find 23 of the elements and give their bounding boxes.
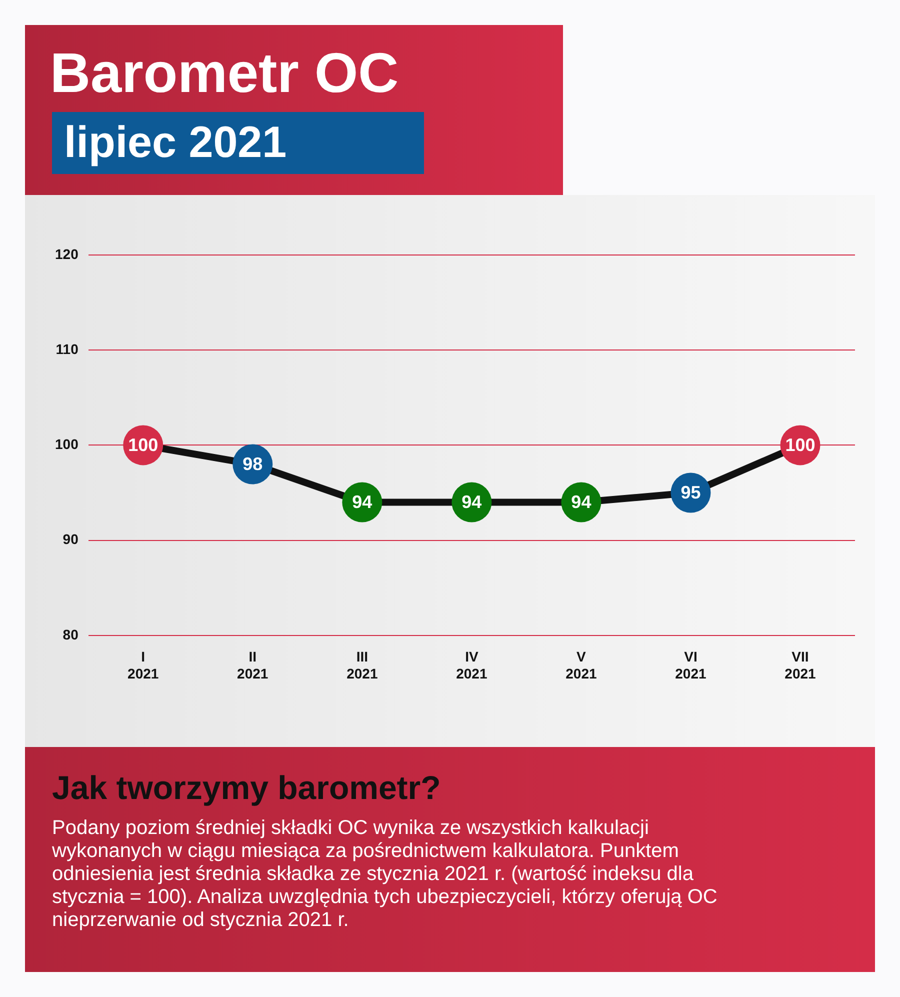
x-tick-label: I 2021	[128, 648, 159, 682]
y-tick-label: 80	[62, 626, 79, 642]
x-tick-label: II 2021	[237, 648, 268, 682]
data-label: 94	[352, 492, 372, 512]
data-label: 94	[462, 492, 482, 512]
chart-title: Barometr OC	[50, 40, 399, 105]
x-tick-label: VI 2021	[675, 648, 706, 682]
y-tick-label: 100	[55, 436, 79, 452]
data-label: 100	[785, 435, 816, 456]
y-tick-label: 110	[56, 340, 79, 357]
x-tick-label: III 2021	[346, 648, 378, 682]
text: Podany poziom średniej składki OC wynika ze wszystkich kalkulacji wykonanych w ciągu miesiąca za pośrednictwem kalkulatora. Punktem odniesienia jest średnia składka ze stycznia 2021 r. (wartość indeksu dla stycznia = 100). Analiza uwzględnia tych ubezpieczycieli, którzy oferują OC nieprzerwanie od stycznia 2021 r.	[52, 817, 718, 932]
data-label: 95	[680, 482, 701, 503]
x-tick-label: IV 2021	[456, 648, 488, 682]
y-tick-label: 90	[62, 531, 79, 548]
text: Jak tworzymy barometr?	[52, 769, 442, 807]
x-tick-label: V 2021	[566, 648, 597, 682]
chart-subtitle: lipiec 2021	[52, 112, 424, 174]
y-tick-label: 120	[55, 246, 79, 262]
x-tick-label: VII 2021	[784, 648, 816, 682]
data-label: 100	[128, 435, 158, 456]
data-label: 98	[242, 454, 263, 474]
data-label: 94	[571, 492, 592, 512]
